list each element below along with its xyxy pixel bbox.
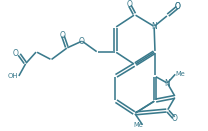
Text: O: O xyxy=(79,37,85,46)
Text: O: O xyxy=(60,31,66,40)
Text: Me: Me xyxy=(133,122,143,128)
Text: N: N xyxy=(151,22,157,31)
Text: O: O xyxy=(126,0,132,9)
Text: O: O xyxy=(175,2,181,11)
Text: OH: OH xyxy=(8,73,19,79)
Text: O: O xyxy=(13,49,19,58)
Text: O: O xyxy=(171,114,177,123)
Text: Me: Me xyxy=(175,71,185,77)
Text: N: N xyxy=(165,79,170,88)
Text: O: O xyxy=(175,2,181,11)
